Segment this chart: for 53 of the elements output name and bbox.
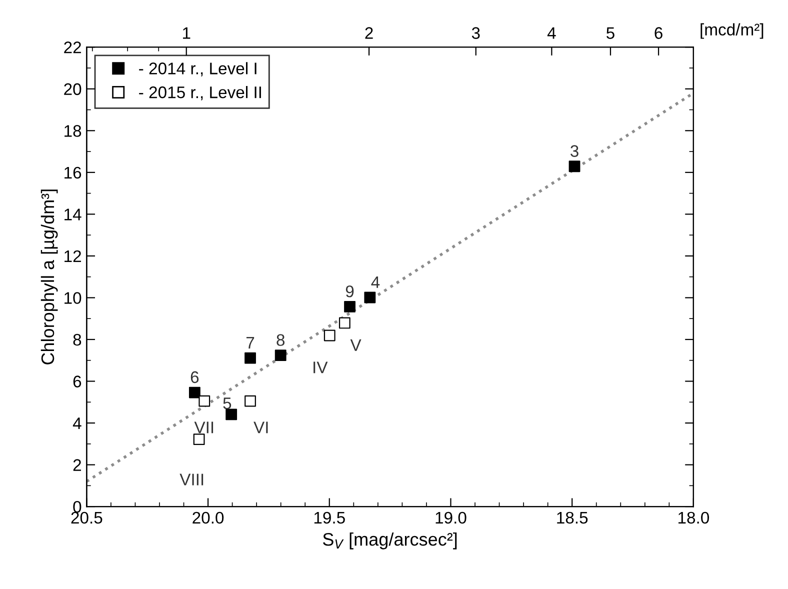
point bbox=[188, 386, 200, 398]
y-tick-label: 2 bbox=[73, 459, 81, 471]
point bbox=[324, 330, 336, 342]
y-tick-label: 18 bbox=[64, 125, 82, 137]
annotation: 3 bbox=[570, 145, 578, 157]
y-tick-label: 0 bbox=[73, 500, 82, 513]
x2-tick-label: 1 bbox=[183, 27, 190, 39]
y-tick-label: 6 bbox=[73, 376, 82, 388]
annotation: 5 bbox=[223, 398, 232, 410]
y-tick-label: 16 bbox=[64, 166, 82, 179]
point bbox=[274, 350, 286, 362]
y-tick-label: 20 bbox=[64, 83, 82, 96]
y-tick-label: 10 bbox=[64, 292, 82, 304]
x2-tick-label: 4 bbox=[547, 27, 556, 39]
point bbox=[568, 160, 580, 172]
x-tick-label: 19.0 bbox=[436, 512, 466, 524]
point bbox=[244, 395, 256, 407]
y-tick-label: 12 bbox=[64, 250, 81, 262]
annotation: IV bbox=[314, 362, 328, 374]
point bbox=[244, 352, 256, 364]
y-axis-title: Chlorophyll a [µg/dm³] bbox=[40, 190, 58, 364]
y-tick-label: 22 bbox=[64, 42, 81, 54]
annotation: 8 bbox=[276, 334, 285, 346]
y-tick-label: 4 bbox=[72, 418, 82, 430]
point bbox=[198, 395, 210, 407]
x-tick-label: 18.5 bbox=[557, 512, 588, 524]
point bbox=[226, 408, 238, 420]
x-tick-label: 20.5 bbox=[71, 512, 102, 524]
legend-label: - 2015 r., Level II bbox=[139, 86, 261, 100]
y-tick-label: 14 bbox=[64, 208, 82, 220]
point bbox=[344, 300, 356, 312]
point bbox=[364, 292, 376, 304]
x-tick-label: 20.0 bbox=[192, 512, 224, 524]
annotation: VI bbox=[254, 422, 268, 434]
point bbox=[193, 434, 205, 445]
annotation: 6 bbox=[190, 371, 199, 384]
annotation: 7 bbox=[246, 337, 254, 348]
x2-tick-label: 3 bbox=[472, 27, 480, 39]
x2-tick-label: 5 bbox=[606, 27, 614, 39]
point bbox=[338, 317, 350, 329]
annotation: 4 bbox=[371, 276, 380, 288]
annotation: VII bbox=[194, 422, 214, 434]
x2-tick-label: 2 bbox=[365, 27, 373, 39]
annotation: 9 bbox=[346, 285, 354, 298]
x-tick-label: 18.0 bbox=[678, 512, 710, 524]
x-axis-title: S$_{V}$ [mag/arcsec²] bbox=[322, 532, 457, 550]
annotation: V bbox=[350, 339, 362, 351]
x2-axis-title: [mcd/m²] bbox=[700, 23, 764, 39]
y-tick-label: 8 bbox=[73, 334, 82, 346]
x-tick-label: 19.5 bbox=[314, 512, 345, 524]
annotation: VIII bbox=[180, 474, 204, 486]
x2-tick-label: 6 bbox=[654, 27, 662, 39]
legend-label: - 2014 r., Level I bbox=[139, 62, 256, 76]
